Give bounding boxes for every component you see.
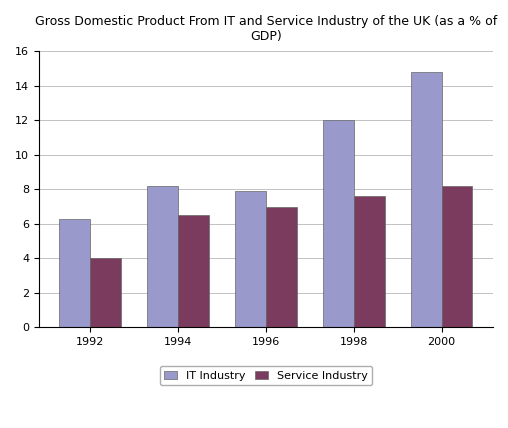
Bar: [178, 215, 209, 327]
Bar: [411, 72, 441, 327]
Bar: [90, 259, 121, 327]
Bar: [147, 186, 178, 327]
Legend: IT Industry, Service Industry: IT Industry, Service Industry: [160, 366, 372, 385]
Bar: [59, 219, 90, 327]
Bar: [441, 186, 472, 327]
Title: Gross Domestic Product From IT and Service Industry of the UK (as a % of
GDP): Gross Domestic Product From IT and Servi…: [35, 15, 497, 43]
Bar: [323, 120, 354, 327]
Bar: [266, 207, 297, 327]
Bar: [235, 191, 266, 327]
Bar: [354, 196, 385, 327]
